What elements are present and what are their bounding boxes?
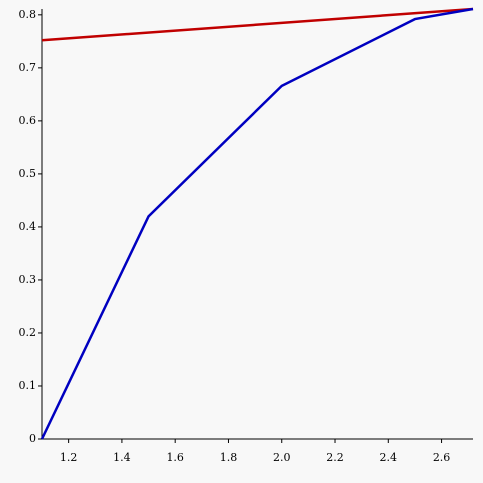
x-tick-label: 2.4 xyxy=(380,451,398,464)
data-line xyxy=(41,7,474,42)
y-tick-label: 0.2 xyxy=(19,326,37,339)
y-tick-label: 0.7 xyxy=(19,61,37,74)
x-tick-label: 1.8 xyxy=(220,451,238,464)
y-tick-label: 0.5 xyxy=(19,167,37,180)
y-tick-label: 0.6 xyxy=(19,114,37,127)
y-tick-label: 0.8 xyxy=(19,8,37,21)
data-line xyxy=(40,7,474,440)
x-tick-label: 2.6 xyxy=(433,451,451,464)
y-tick-label: 0.3 xyxy=(19,273,37,286)
y-tick-label: 0.1 xyxy=(19,379,37,392)
y-tick-label: 0.4 xyxy=(19,220,37,233)
x-tick-label: 1.6 xyxy=(166,451,184,464)
x-tick-label: 2.2 xyxy=(326,451,344,464)
y-tick-label: 0 xyxy=(29,432,36,445)
x-tick-label: 1.4 xyxy=(113,451,131,464)
x-tick-label: 1.2 xyxy=(60,451,78,464)
x-tick-label: 2.0 xyxy=(273,451,291,464)
